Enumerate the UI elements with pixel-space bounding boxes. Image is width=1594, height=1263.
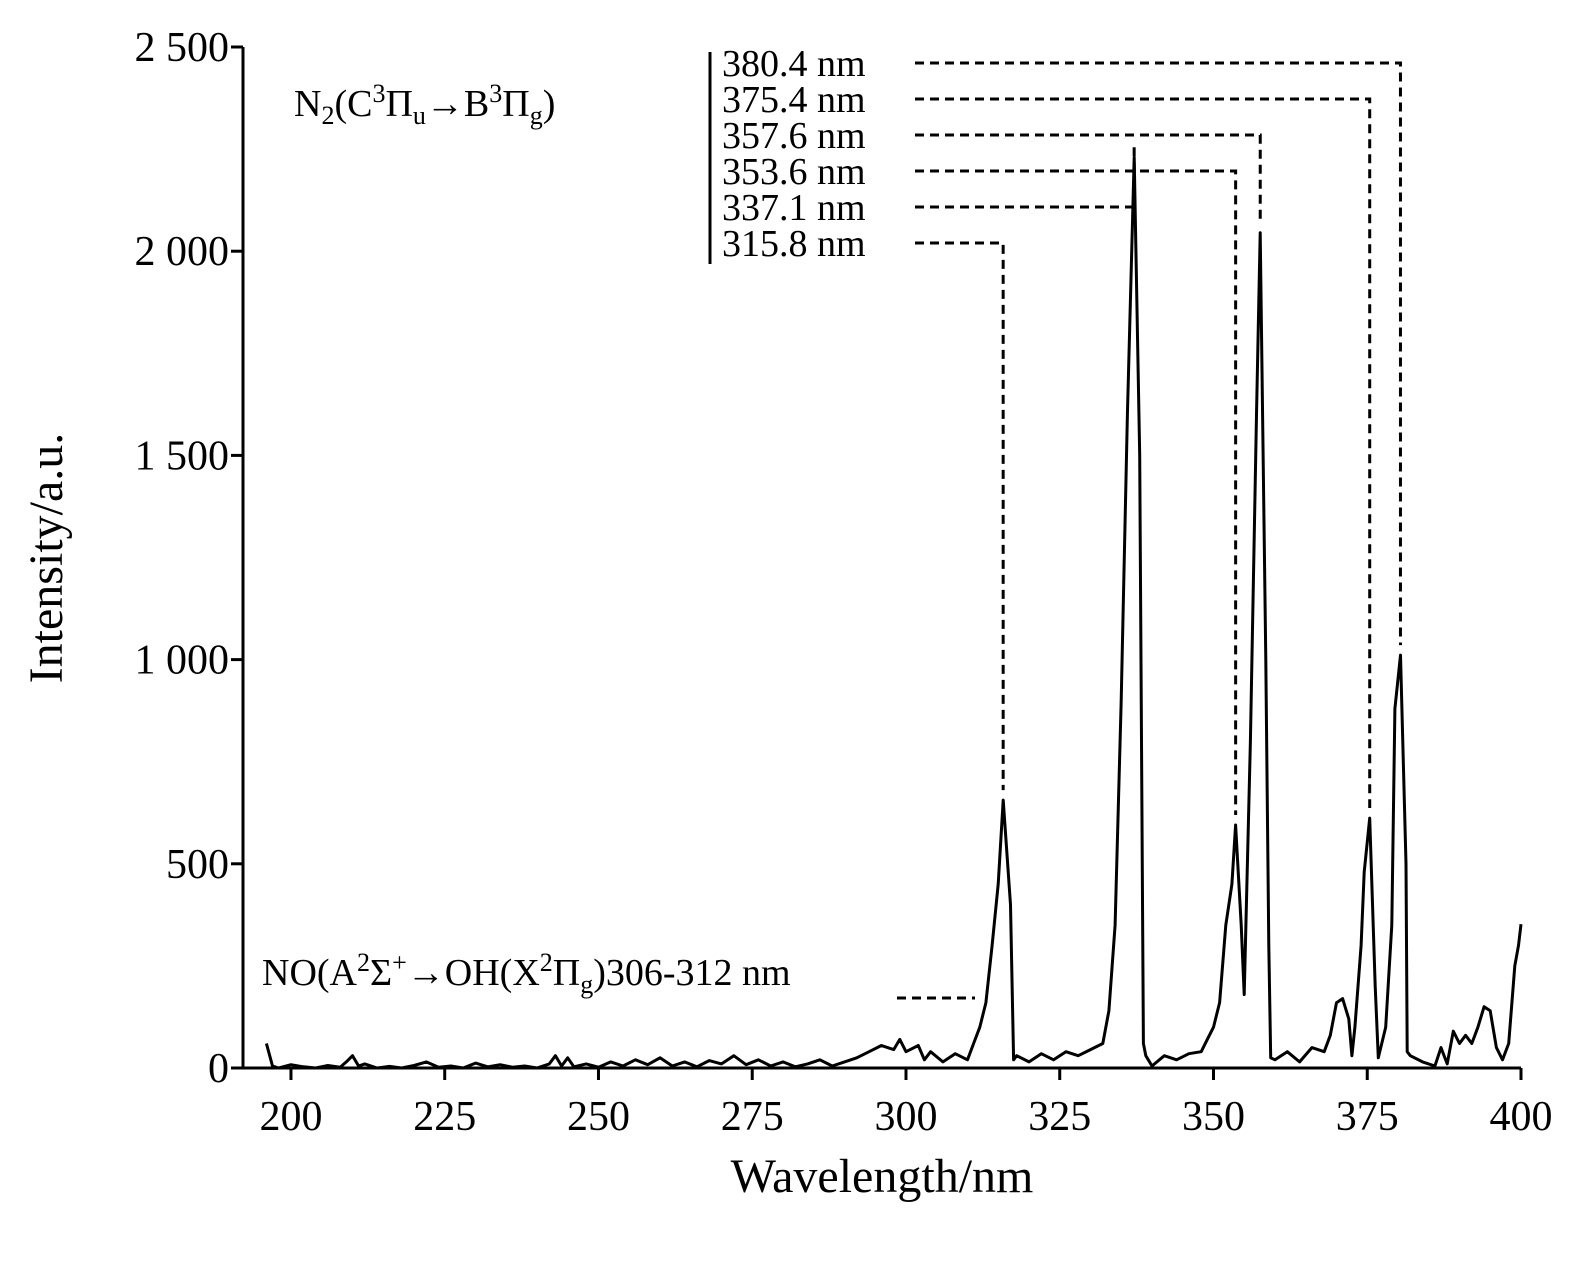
n2-annotation: N2(C3Πu→B3Πg): [294, 79, 555, 130]
peak-label: 380.4 nm: [722, 43, 866, 85]
y-tick-label: 500: [166, 842, 229, 888]
x-tick-label: 375: [1336, 1094, 1399, 1140]
x-tick-label: 200: [259, 1094, 322, 1140]
y-tick-label: 0: [208, 1046, 229, 1092]
y-tick-label: 2 000: [135, 229, 230, 275]
peak-leader: [915, 241, 1005, 791]
x-axis-title: Wavelength/nm: [731, 1150, 1034, 1203]
x-tick-label: 325: [1028, 1094, 1091, 1140]
spectrum-line: [264, 155, 1523, 1070]
peak-label: 315.8 nm: [722, 223, 866, 265]
x-tick-label: 250: [567, 1094, 630, 1140]
peak-label: 337.1 nm: [722, 187, 866, 229]
x-tick-label: 400: [1490, 1094, 1553, 1140]
peak-label: 353.6 nm: [722, 151, 866, 193]
no-annotation: NO(A2Σ+→OH(X2Πg)306-312 nm: [262, 948, 791, 999]
peak-label: 357.6 nm: [722, 115, 866, 157]
y-axis-title: Intensity/a.u.: [20, 433, 73, 684]
x-tick-label: 275: [721, 1094, 784, 1140]
x-tick-label: 225: [413, 1094, 476, 1140]
y-tick-label: 1 000: [135, 638, 230, 684]
peak-leader: [915, 133, 1262, 223]
peak-leader: [915, 169, 1238, 816]
peak-leader: [915, 147, 1136, 209]
peak-leader: [915, 97, 1372, 809]
x-tick-label: 350: [1182, 1094, 1245, 1140]
y-tick-label: 2 500: [135, 25, 230, 71]
x-tick-label: 300: [874, 1094, 937, 1140]
peak-leader: [915, 61, 1402, 646]
peak-label: 375.4 nm: [722, 79, 866, 121]
y-tick-label: 1 500: [135, 433, 230, 479]
